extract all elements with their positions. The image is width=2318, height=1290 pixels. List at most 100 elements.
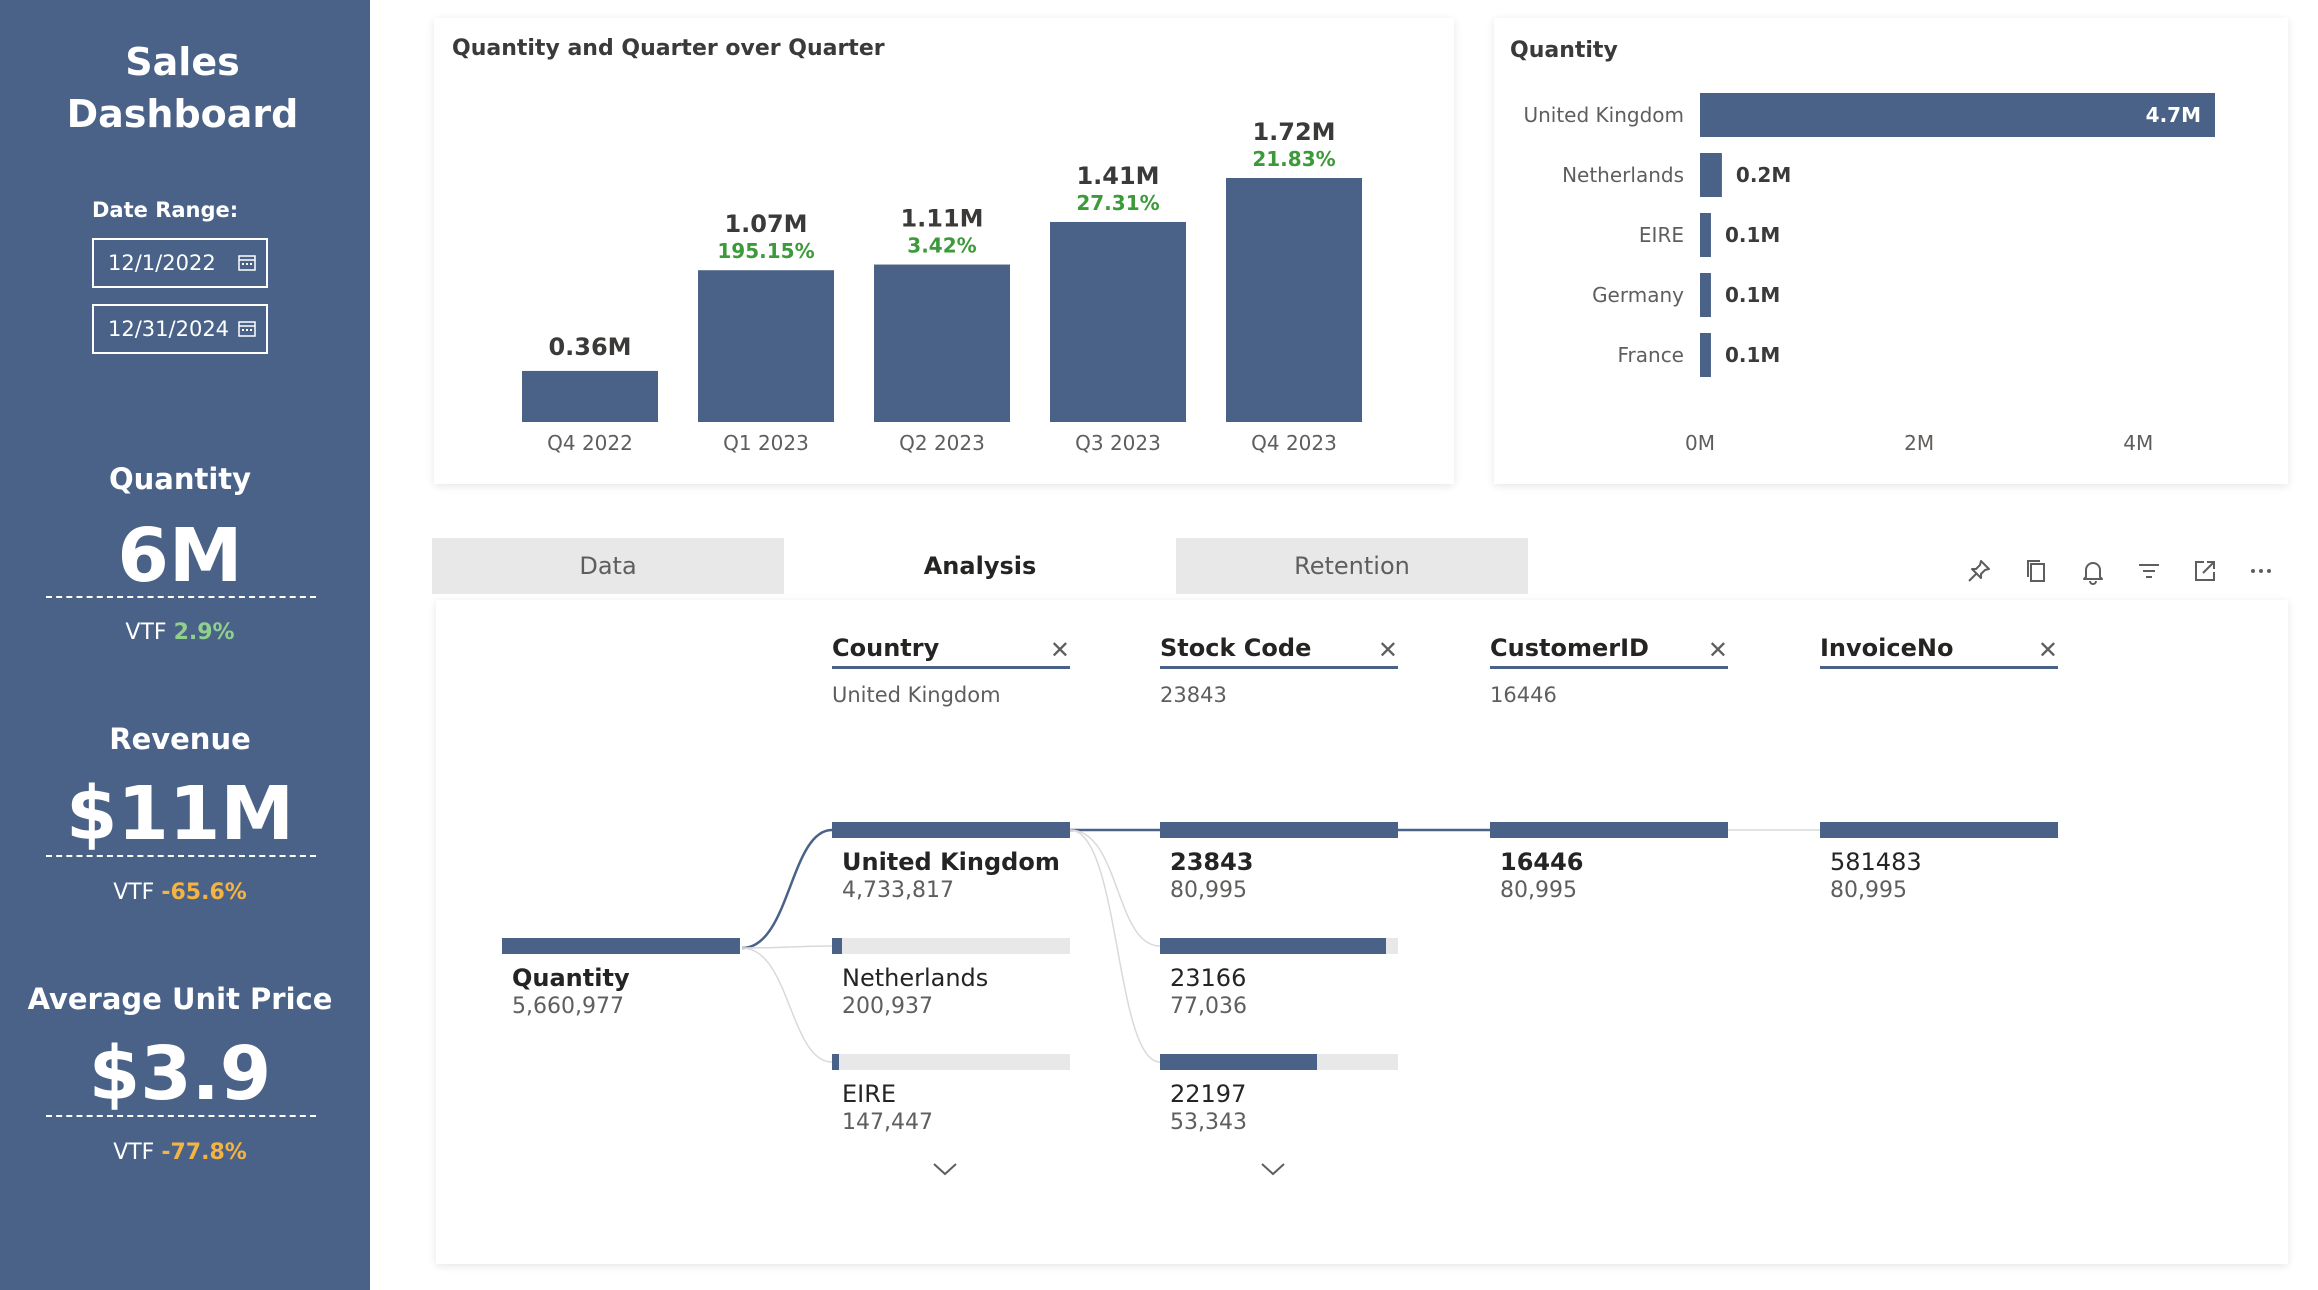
tab-retention[interactable]: Retention: [1176, 538, 1528, 594]
node-label: United Kingdom: [842, 848, 1060, 876]
node-value: 80,995: [1830, 878, 1907, 903]
chevron-down-icon[interactable]: [930, 1160, 960, 1180]
node-bar-fill: [1820, 822, 2058, 838]
dashboard-title: Sales Dashboard: [0, 36, 365, 140]
tree-node[interactable]: 23843 80,995: [1160, 822, 1398, 903]
node-bar-fill: [1160, 1054, 1317, 1070]
data-label: 1.72M: [1252, 118, 1335, 146]
title-line-2: Dashboard: [66, 92, 299, 136]
country-chart-card[interactable]: Quantity United Kingdom 4.7M Netherlands 0.…: [1494, 18, 2288, 484]
tree-node[interactable]: 16446 80,995: [1490, 822, 1728, 903]
node-bar-fill: [1490, 822, 1728, 838]
column-header-label: Stock Code: [1160, 634, 1312, 662]
node-bar: [1490, 822, 1728, 838]
column-header-country[interactable]: Country ✕ United Kingdom: [832, 634, 1070, 707]
filter-icon[interactable]: [2134, 556, 2164, 586]
column-header-label: InvoiceNo: [1820, 634, 1954, 662]
kpi-divider: [46, 855, 316, 857]
node-bar-fill: [832, 938, 842, 954]
close-icon[interactable]: ✕: [1377, 636, 1398, 664]
tree-node-root[interactable]: Quantity 5,660,977: [502, 938, 740, 1019]
chevron-down-icon[interactable]: [1258, 1160, 1288, 1180]
bar: [698, 270, 834, 422]
date-range-label: Date Range:: [92, 198, 239, 222]
node-bar: [1160, 938, 1398, 954]
kpi-quantity-vtf: VTF 2.9%: [0, 620, 360, 645]
close-icon[interactable]: ✕: [1707, 636, 1728, 664]
kpi-quantity-value: 6M: [117, 513, 243, 599]
node-value: 80,995: [1500, 878, 1577, 903]
data-label: 1.07M: [724, 210, 807, 238]
x-tick-label: 4M: [2123, 431, 2153, 455]
y-tick-label: United Kingdom: [1523, 103, 1684, 127]
kpi-avg-price-value: $3.9: [88, 1031, 272, 1117]
vtf-prefix: VTF: [113, 880, 155, 905]
y-tick-label: EIRE: [1639, 223, 1684, 247]
copy-icon[interactable]: [2022, 556, 2052, 586]
title-line-1: Sales: [125, 40, 240, 84]
node-label: 23843: [1170, 848, 1254, 876]
x-tick-label: 0M: [1685, 431, 1715, 455]
tree-node[interactable]: Netherlands 200,937: [832, 938, 1070, 1019]
node-bar: [1820, 822, 2058, 838]
kpi-divider: [46, 1115, 316, 1117]
y-tick-label: Netherlands: [1562, 163, 1684, 187]
node-value: 80,995: [1170, 878, 1247, 903]
tab-analysis[interactable]: Analysis: [784, 538, 1176, 594]
date-start-input[interactable]: 12/1/2022: [92, 238, 268, 288]
qoq-label: 27.31%: [1076, 191, 1159, 215]
tree-node[interactable]: United Kingdom 4,733,817: [832, 822, 1070, 903]
header-underline: [1160, 666, 1398, 669]
column-header-invoiceno[interactable]: InvoiceNo ✕: [1820, 634, 2058, 669]
tree-node[interactable]: EIRE 147,447: [832, 1054, 1070, 1135]
node-label: 22197: [1170, 1080, 1247, 1108]
x-tick-label: Q4 2023: [1251, 431, 1337, 455]
node-bar: [832, 938, 1070, 954]
column-header-label: CustomerID: [1490, 634, 1649, 662]
x-tick-label: Q3 2023: [1075, 431, 1161, 455]
quarterly-chart-card[interactable]: Quantity and Quarter over Quarter 0.36M Q…: [434, 18, 1454, 484]
data-label: 0.1M: [1725, 343, 1780, 367]
data-label: 0.1M: [1725, 283, 1780, 307]
kpi-avg-price-label: Average Unit Price: [27, 982, 333, 1016]
x-tick-label: Q4 2022: [547, 431, 633, 455]
bar: [1700, 273, 1711, 317]
data-label: 4.7M: [2146, 103, 2201, 127]
header-underline: [1820, 666, 2058, 669]
kpi-avg-price-vtf: VTF -77.8%: [0, 1140, 360, 1165]
calendar-icon[interactable]: [238, 254, 256, 271]
close-icon[interactable]: ✕: [2037, 636, 2058, 664]
node-label: 16446: [1500, 848, 1584, 876]
column-header-stock-code[interactable]: Stock Code ✕ 23843: [1160, 634, 1398, 707]
tree-node[interactable]: 22197 53,343: [1160, 1054, 1398, 1135]
column-header-customerid[interactable]: CustomerID ✕ 16446: [1490, 634, 1728, 707]
more-options-icon[interactable]: [2246, 556, 2276, 586]
calendar-icon[interactable]: [238, 320, 256, 337]
bar: [1226, 178, 1362, 422]
node-label: Netherlands: [842, 964, 989, 992]
node-bar: [502, 938, 740, 954]
node-bar: [1160, 1054, 1398, 1070]
qoq-label: 195.15%: [717, 239, 814, 263]
x-tick-label: Q2 2023: [899, 431, 985, 455]
qoq-label: 3.42%: [907, 234, 976, 258]
close-icon[interactable]: ✕: [1049, 636, 1070, 664]
bar: [522, 370, 658, 422]
header-underline: [1490, 666, 1728, 669]
node-bar-fill: [1160, 938, 1387, 954]
bar: [1050, 221, 1186, 422]
data-label: 0.36M: [548, 333, 631, 361]
node-value: 200,937: [842, 994, 933, 1019]
column-selected-value: 16446: [1490, 683, 1557, 707]
kpi-revenue-value: $11M: [65, 771, 295, 857]
pin-icon[interactable]: [1964, 556, 1994, 586]
tree-node[interactable]: 23166 77,036: [1160, 938, 1398, 1019]
focus-mode-icon[interactable]: [2190, 556, 2220, 586]
tree-node[interactable]: 581483 80,995: [1820, 822, 2058, 903]
x-tick-label: Q1 2023: [723, 431, 809, 455]
tab-data[interactable]: Data: [432, 538, 784, 594]
data-label: 0.1M: [1725, 223, 1780, 247]
bell-icon[interactable]: [2078, 556, 2108, 586]
date-end-input[interactable]: 12/31/2024: [92, 304, 268, 354]
